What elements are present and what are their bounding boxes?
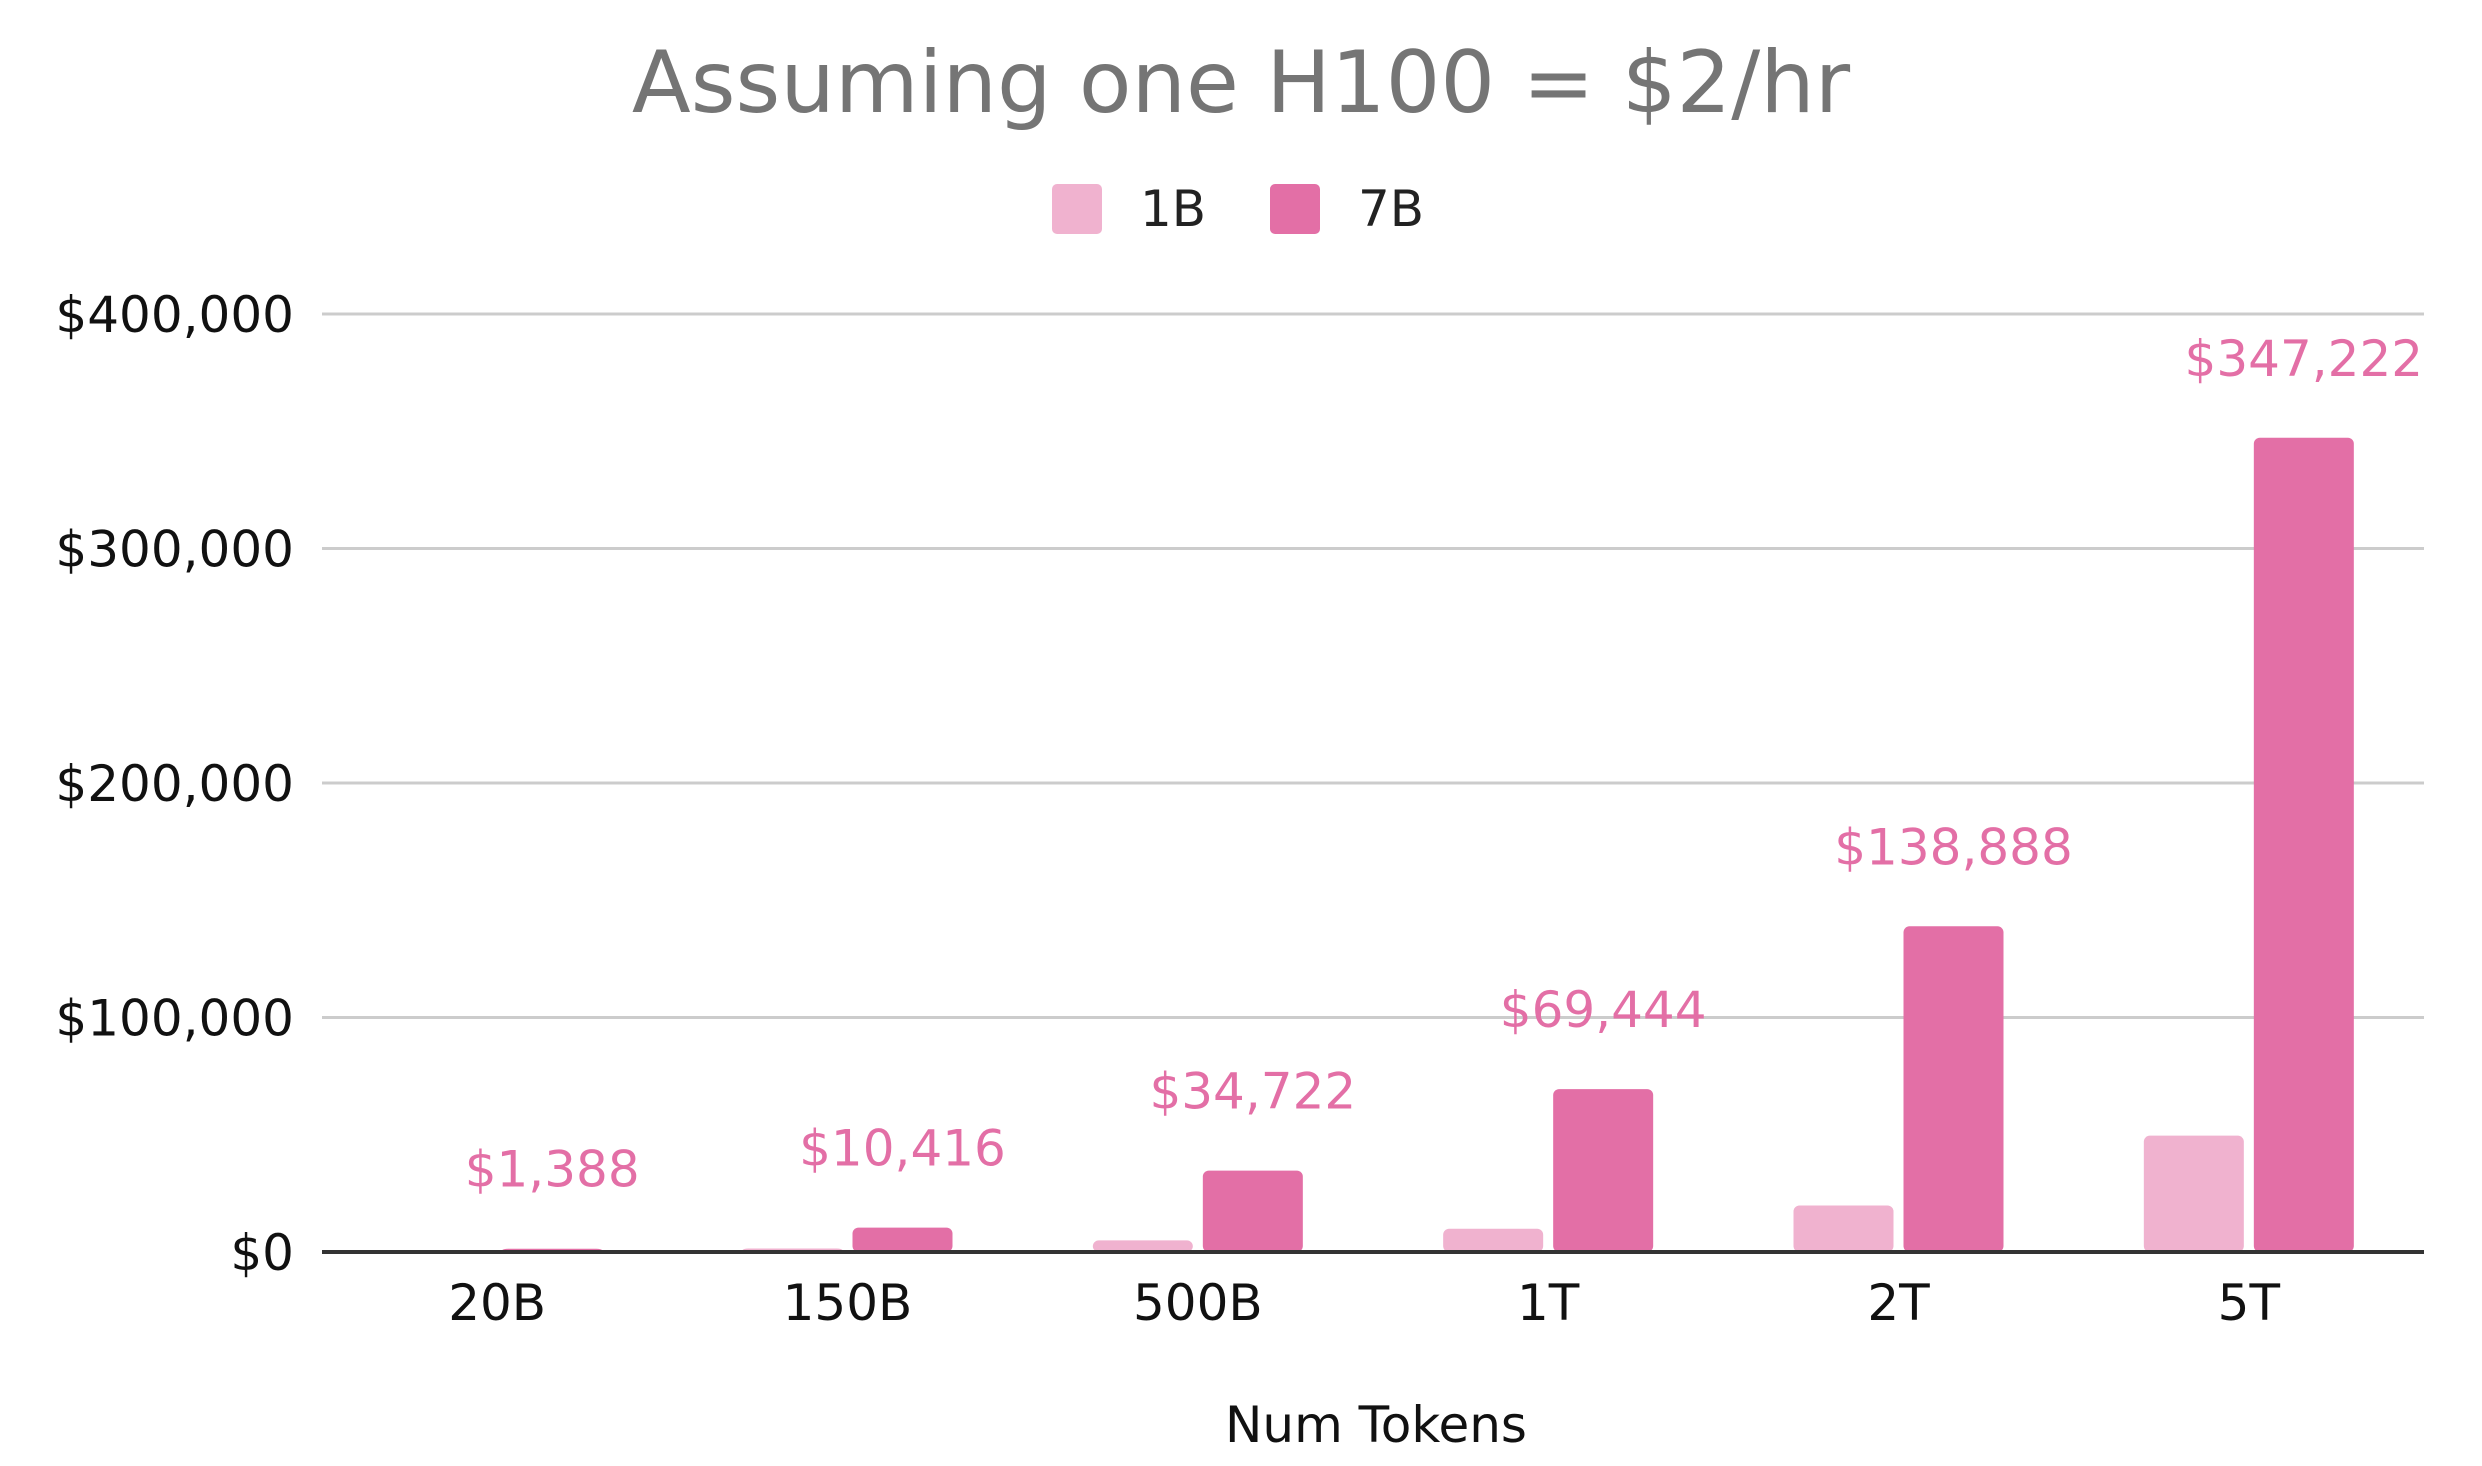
x-tick-label: 150B (783, 1274, 913, 1332)
data-label: $347,222 (2185, 330, 2424, 388)
x-tick-label: 2T (1867, 1274, 1930, 1332)
y-tick-label: $400,000 (55, 286, 294, 344)
gridlines (322, 312, 2424, 1019)
legend-label: 1B (1140, 180, 1206, 238)
bar-7B-1T (1553, 1089, 1654, 1252)
legend-label: 7B (1358, 180, 1424, 238)
x-axis: 20B 150B 500B 1T 2T 5T (448, 1274, 2280, 1332)
x-tick-label: 500B (1133, 1274, 1263, 1332)
bar-1B-500B (1092, 1240, 1193, 1252)
bar-7B-500B (1202, 1170, 1303, 1252)
data-label: $69,444 (1500, 981, 1707, 1039)
legend: 1B 7B (1052, 180, 1424, 238)
y-tick-label: $200,000 (55, 755, 294, 813)
bar-7B-5T (2253, 437, 2354, 1252)
x-tick-label: 5T (2218, 1274, 2281, 1332)
legend-swatch-7B (1270, 184, 1320, 234)
chart-title: Assuming one H100 = $2/hr (632, 33, 1851, 133)
x-tick-label: 20B (448, 1274, 546, 1332)
bar-1B-2T (1793, 1205, 1894, 1252)
data-label: $1,388 (465, 1141, 640, 1199)
legend-swatch-1B (1052, 184, 1102, 234)
data-labels: $1,388 $10,416 $34,722 $69,444 $138,888 $347,… (465, 330, 2423, 1199)
x-axis-title: Num Tokens (1225, 1396, 1527, 1454)
bar-7B-150B (852, 1227, 953, 1252)
data-label: $10,416 (799, 1120, 1006, 1178)
y-tick-label: $0 (230, 1224, 294, 1282)
bars (392, 437, 2354, 1252)
data-label: $34,722 (1149, 1063, 1356, 1121)
data-label: $138,888 (1834, 818, 2073, 876)
bar-1B-1T (1443, 1228, 1544, 1252)
x-tick-label: 1T (1517, 1274, 1580, 1332)
bar-7B-2T (1903, 926, 2004, 1252)
bar-1B-5T (2143, 1135, 2244, 1252)
y-axis: $0 $100,000 $200,000 $300,000 $400,000 (55, 286, 294, 1282)
y-tick-label: $100,000 (55, 990, 294, 1048)
y-tick-label: $300,000 (55, 521, 294, 579)
